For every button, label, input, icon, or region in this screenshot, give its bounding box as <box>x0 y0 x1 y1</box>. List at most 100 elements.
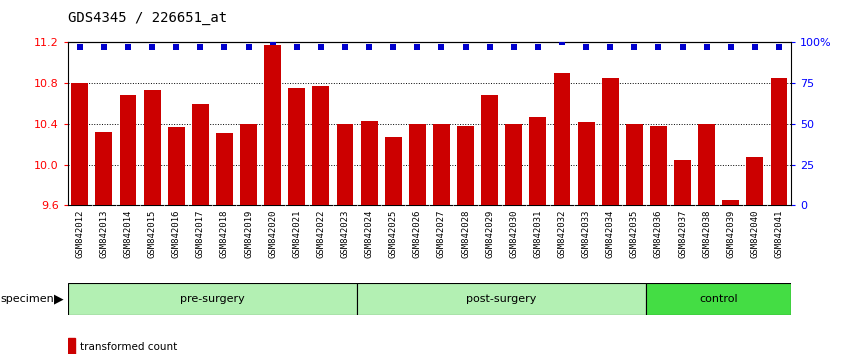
Bar <box>481 95 498 205</box>
Bar <box>530 117 547 205</box>
Point <box>772 45 786 50</box>
Text: GSM842038: GSM842038 <box>702 209 711 258</box>
Point <box>97 45 111 50</box>
Text: GSM842023: GSM842023 <box>340 209 349 258</box>
Bar <box>240 124 257 205</box>
Text: ▶: ▶ <box>54 293 63 306</box>
Bar <box>288 88 305 205</box>
Bar <box>602 78 618 205</box>
Point <box>266 40 279 45</box>
Point <box>387 45 400 50</box>
Bar <box>168 127 184 205</box>
Bar <box>144 90 161 205</box>
Bar <box>433 124 450 205</box>
Bar <box>626 124 643 205</box>
Point <box>121 45 135 50</box>
Text: GSM842032: GSM842032 <box>558 209 567 258</box>
Text: GSM842036: GSM842036 <box>654 209 663 258</box>
Text: GSM842035: GSM842035 <box>629 209 639 258</box>
Text: GSM842027: GSM842027 <box>437 209 446 258</box>
Bar <box>385 137 402 205</box>
Bar <box>357 283 646 315</box>
Point <box>242 45 255 50</box>
Point <box>146 45 159 50</box>
Point <box>338 45 352 50</box>
Text: GSM842014: GSM842014 <box>124 209 133 258</box>
Point <box>169 45 183 50</box>
Point <box>603 45 617 50</box>
Bar <box>360 121 377 205</box>
Text: GSM842028: GSM842028 <box>461 209 470 258</box>
Point <box>700 45 713 50</box>
Point <box>531 45 545 50</box>
Text: GSM842016: GSM842016 <box>172 209 181 258</box>
Text: GSM842017: GSM842017 <box>195 209 205 258</box>
Text: pre-surgery: pre-surgery <box>180 294 244 304</box>
Bar <box>646 283 791 315</box>
Point <box>410 45 424 50</box>
Point <box>435 45 448 50</box>
Point <box>290 45 304 50</box>
Point <box>628 45 641 50</box>
Text: GSM842030: GSM842030 <box>509 209 519 258</box>
Bar <box>192 103 209 205</box>
Bar <box>722 200 739 205</box>
Text: GSM842013: GSM842013 <box>99 209 108 258</box>
Bar <box>312 86 329 205</box>
Bar <box>71 83 88 205</box>
Text: GSM842034: GSM842034 <box>606 209 615 258</box>
Text: control: control <box>700 294 738 304</box>
Bar <box>216 133 233 205</box>
Point <box>73 45 86 50</box>
Bar <box>771 78 788 205</box>
Point <box>194 45 207 50</box>
Text: GSM842025: GSM842025 <box>388 209 398 258</box>
Point <box>748 45 761 50</box>
Bar <box>96 132 113 205</box>
Bar <box>337 124 354 205</box>
Point <box>483 45 497 50</box>
Text: GSM842039: GSM842039 <box>726 209 735 258</box>
Bar <box>698 124 715 205</box>
Text: transformed count: transformed count <box>80 342 177 352</box>
Bar <box>68 338 75 354</box>
Text: GSM842029: GSM842029 <box>485 209 494 258</box>
Bar <box>650 126 667 205</box>
Bar <box>119 95 136 205</box>
Bar <box>578 122 595 205</box>
Point <box>555 40 569 45</box>
Text: GSM842019: GSM842019 <box>244 209 253 258</box>
Text: GSM842012: GSM842012 <box>75 209 85 258</box>
Point <box>676 45 689 50</box>
Text: GSM842020: GSM842020 <box>268 209 277 258</box>
Text: GSM842021: GSM842021 <box>292 209 301 258</box>
Bar <box>68 283 357 315</box>
Text: GSM842018: GSM842018 <box>220 209 229 258</box>
Bar <box>409 124 426 205</box>
Point <box>362 45 376 50</box>
Text: GSM842022: GSM842022 <box>316 209 326 258</box>
Text: GSM842031: GSM842031 <box>533 209 542 258</box>
Bar <box>457 126 474 205</box>
Text: GSM842015: GSM842015 <box>147 209 157 258</box>
Text: GSM842041: GSM842041 <box>774 209 783 258</box>
Text: specimen: specimen <box>0 294 54 304</box>
Text: GSM842026: GSM842026 <box>413 209 422 258</box>
Point <box>724 45 738 50</box>
Point <box>314 45 327 50</box>
Text: GSM842024: GSM842024 <box>365 209 374 258</box>
Point <box>459 45 472 50</box>
Text: post-surgery: post-surgery <box>466 294 537 304</box>
Bar <box>505 124 522 205</box>
Point <box>217 45 231 50</box>
Bar <box>553 73 570 205</box>
Text: GSM842037: GSM842037 <box>678 209 687 258</box>
Bar <box>746 158 763 205</box>
Text: GSM842040: GSM842040 <box>750 209 760 258</box>
Point <box>580 45 593 50</box>
Point <box>651 45 665 50</box>
Text: GDS4345 / 226651_at: GDS4345 / 226651_at <box>68 11 227 25</box>
Bar <box>674 160 691 205</box>
Point <box>507 45 520 50</box>
Text: GSM842033: GSM842033 <box>581 209 591 258</box>
